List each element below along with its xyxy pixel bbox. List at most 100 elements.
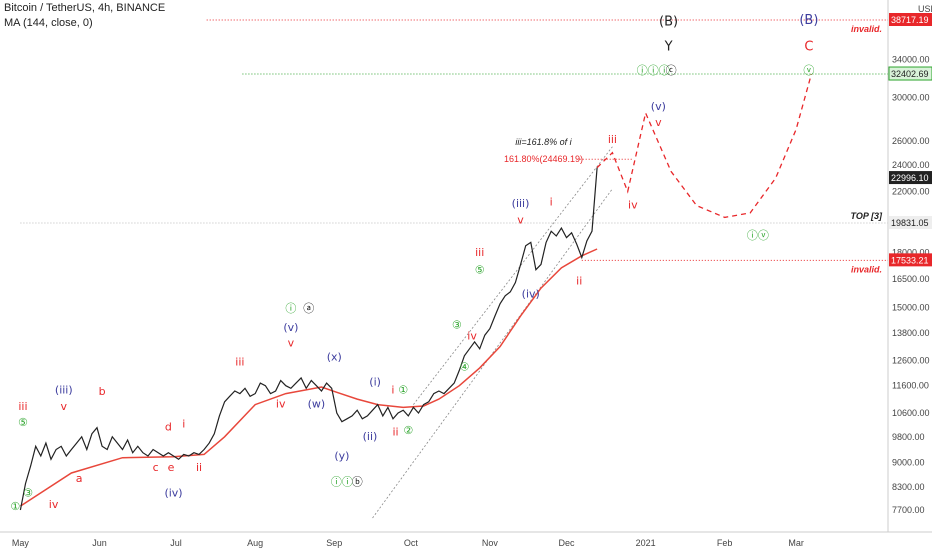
y-tick-label: 12600.00 [892,356,930,366]
fib-note: iii=161.8% of i [515,137,572,147]
wave-label: ii [392,425,398,438]
wave-label: (y) [334,449,349,462]
wave-label: i [182,418,185,431]
price-tag [889,171,932,185]
wave-label: v [288,336,295,349]
price-tag [889,13,932,26]
wave-label: ⓘⓘ [331,475,353,488]
x-tick-label: Aug [247,538,263,548]
wave-label: (iv) [522,288,540,301]
y-tick-label: 22000.00 [892,186,930,196]
wave-label: ⓘⓘⓘ [637,64,670,77]
wave-label: (B) [659,15,678,30]
price-tag-label: 32402.69 [891,69,929,79]
wave-label: v [655,116,662,129]
x-tick-label: Feb [717,538,733,548]
x-tick-label: May [12,538,30,548]
wave-label: ii [196,461,202,474]
wave-label: ③ [23,487,33,500]
y-unit-label: USDT [918,4,932,14]
wave-label: (iii) [55,384,73,397]
y-tick-label: 10600.00 [892,408,930,418]
wave-label: v [517,213,524,226]
wave-label: (x) [327,351,342,364]
price-line [19,167,598,511]
x-tick-label: Dec [558,538,575,548]
wave-label: iv [276,397,286,410]
wave-label: ⑤ [18,416,28,429]
wave-label: ⓑ [352,475,363,488]
x-tick-label: Jul [170,538,182,548]
price-tag-label: 19831.05 [891,218,929,228]
wave-label: (B) [799,13,818,28]
x-tick-label: 2021 [636,538,656,548]
y-tick-label: 9000.00 [892,458,925,468]
y-tick-label: 16500.00 [892,274,930,284]
wave-label: c [153,461,159,474]
wave-label: C [804,40,813,55]
y-tick-label: 8300.00 [892,482,925,492]
wave-label: ① [398,384,408,397]
wave-label: ③ [452,319,462,332]
wave-label: iii [18,400,27,413]
y-tick-label: 34000.00 [892,54,930,64]
x-tick-label: Nov [482,538,499,548]
wave-label: e [168,461,175,474]
wave-label: b [99,385,106,398]
channel-upper [413,146,613,405]
y-tick-label: 24000.00 [892,160,930,170]
wave-label: v [61,400,68,413]
wave-label: ⓘ [285,302,296,315]
wave-label: iv [467,330,477,343]
chart-symbol-title: Bitcoin / TetherUS, 4h, BINANCE [4,2,166,14]
wave-label: (v) [651,100,666,113]
wave-label: ⓐ [303,302,314,315]
wave-label: ii [576,274,582,287]
y-tick-label: 13800.00 [892,328,930,338]
wave-label: i [391,384,394,397]
ma-144-line [19,248,598,507]
wave-label: ④ [459,360,469,373]
wave-label: ⑤ [475,263,485,276]
x-tick-label: Jun [92,538,107,548]
wave-label: iii [608,133,617,146]
wave-label: a [76,472,83,485]
wave-label: d [165,421,172,434]
level-note: invalid. [851,264,882,274]
indicator-legend: MA (144, close, 0) [4,17,93,29]
level-note: invalid. [851,24,882,34]
price-tag-label: 38717.19 [891,15,929,25]
wave-label: (iii) [512,197,530,210]
wave-label: ② [403,424,413,437]
price-tag [889,215,932,229]
y-tick-label: 7700.00 [892,505,925,515]
x-tick-label: Oct [404,538,419,548]
wave-label: ⓥ [803,64,814,77]
y-tick-label: 26000.00 [892,136,930,146]
price-tag [889,253,932,267]
x-tick-label: Sep [326,538,342,548]
wave-label: (v) [283,321,298,334]
projection-path [596,73,813,219]
wave-label: ⓘⓥ [747,229,769,242]
y-tick-label: 11600.00 [892,381,929,391]
wave-label: iv [49,498,59,511]
wave-label: ① [10,500,20,513]
y-tick-label: 9800.00 [892,432,925,442]
y-tick-label: 18000.00 [892,247,930,257]
wave-label: iv [628,199,638,212]
x-tick-label: Mar [788,538,804,548]
wave-label: i [550,196,553,209]
wave-label: (ii) [363,430,378,443]
price-tag [888,66,932,81]
wave-label: iii [475,246,484,259]
y-tick-label: 30000.00 [892,92,930,102]
y-tick-label: 15000.00 [892,303,930,313]
price-tag-label: 22996.10 [891,173,929,183]
level-note: TOP [3] [850,211,883,221]
wave-label: ⓒ [666,64,677,77]
channel-lower [372,188,613,519]
wave-label: Y [664,40,673,55]
wave-label: (w) [308,397,326,410]
